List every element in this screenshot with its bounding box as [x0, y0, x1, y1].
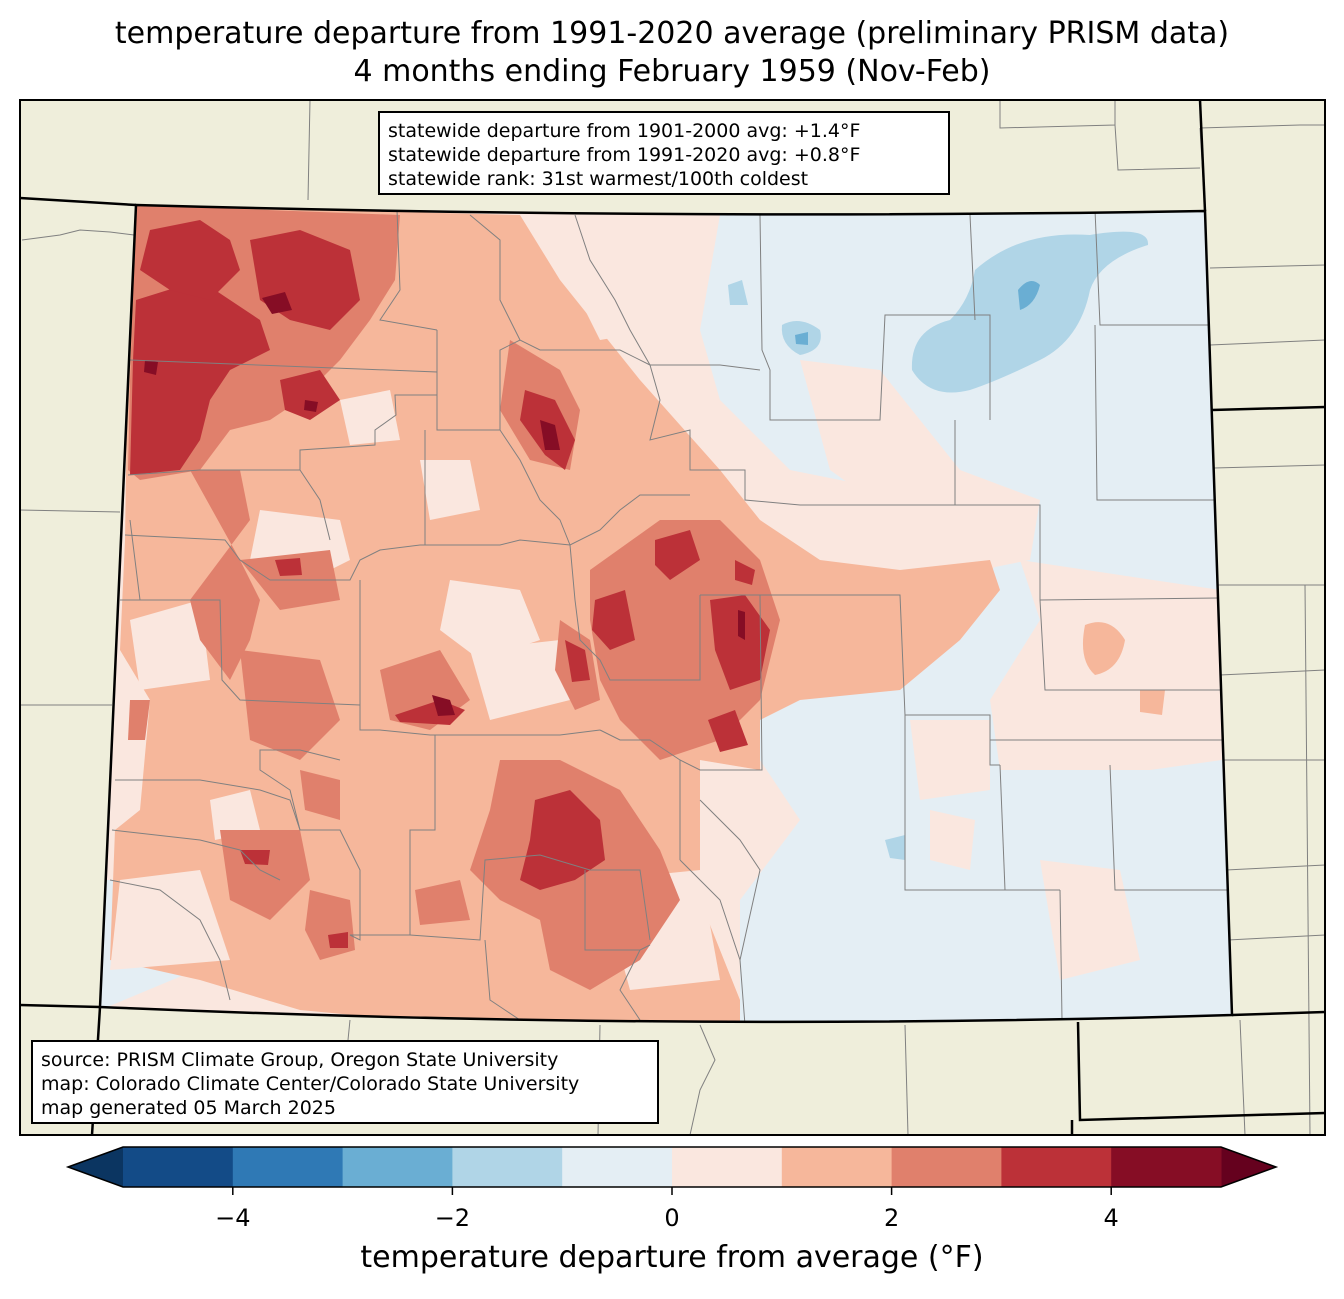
colorbar-tick-label: −2 [434, 1204, 471, 1232]
colorbar-tick-label: 4 [1103, 1204, 1119, 1232]
colorbar-bin [781, 1147, 893, 1187]
colorbar [65, 1146, 1279, 1195]
colorbar-bin [452, 1147, 563, 1187]
colorado-border [98, 203, 1234, 1024]
colorbar-outline [65, 1146, 1279, 1188]
source-line-prism: source: PRISM Climate Group, Oregon Stat… [41, 1049, 559, 1071]
source-line-generated: map generated 05 March 2025 [41, 1097, 336, 1119]
colorbar-under-arrow [68, 1147, 123, 1187]
map-frame-border [19, 99, 1326, 1136]
map-title-line1: temperature departure from 1991-2020 ave… [114, 16, 1230, 51]
colorbar-bin [891, 1147, 1002, 1187]
colorbar-bin [232, 1147, 344, 1187]
colorbar-label: temperature departure from average (°F) [360, 1240, 984, 1275]
stats-line-1901-2000: statewide departure from 1901-2000 avg: … [388, 120, 861, 142]
stats-line-rank: statewide rank: 31st warmest/100th colde… [388, 168, 809, 190]
colorbar-bin [342, 1147, 453, 1187]
colorbar-bin [123, 1147, 234, 1187]
colorbar-tick-label: 0 [664, 1204, 680, 1232]
source-line-map: map: Colorado Climate Center/Colorado St… [41, 1073, 580, 1095]
colorbar-tick-label: 2 [883, 1204, 900, 1232]
stats-line-1991-2020: statewide departure from 1991-2020 avg: … [388, 144, 861, 166]
colorbar-tick-label: −4 [215, 1204, 251, 1232]
colorbar-bin [672, 1147, 783, 1187]
temperature-field [100, 205, 1232, 1022]
neighbor-state-borders [20, 100, 1325, 1135]
colorbar-bin [1111, 1147, 1222, 1187]
colorbar-bin [562, 1147, 673, 1187]
map-title-line2: 4 months ending February 1959 (Nov-Feb) [353, 54, 991, 89]
colorbar-over-arrow [1221, 1147, 1276, 1187]
statewide-stats-box: statewide departure from 1901-2000 avg: … [378, 111, 950, 195]
county-lines [109, 209, 1228, 1022]
colorbar-bin [1001, 1147, 1112, 1187]
source-box: source: PRISM Climate Group, Oregon Stat… [31, 1040, 659, 1124]
